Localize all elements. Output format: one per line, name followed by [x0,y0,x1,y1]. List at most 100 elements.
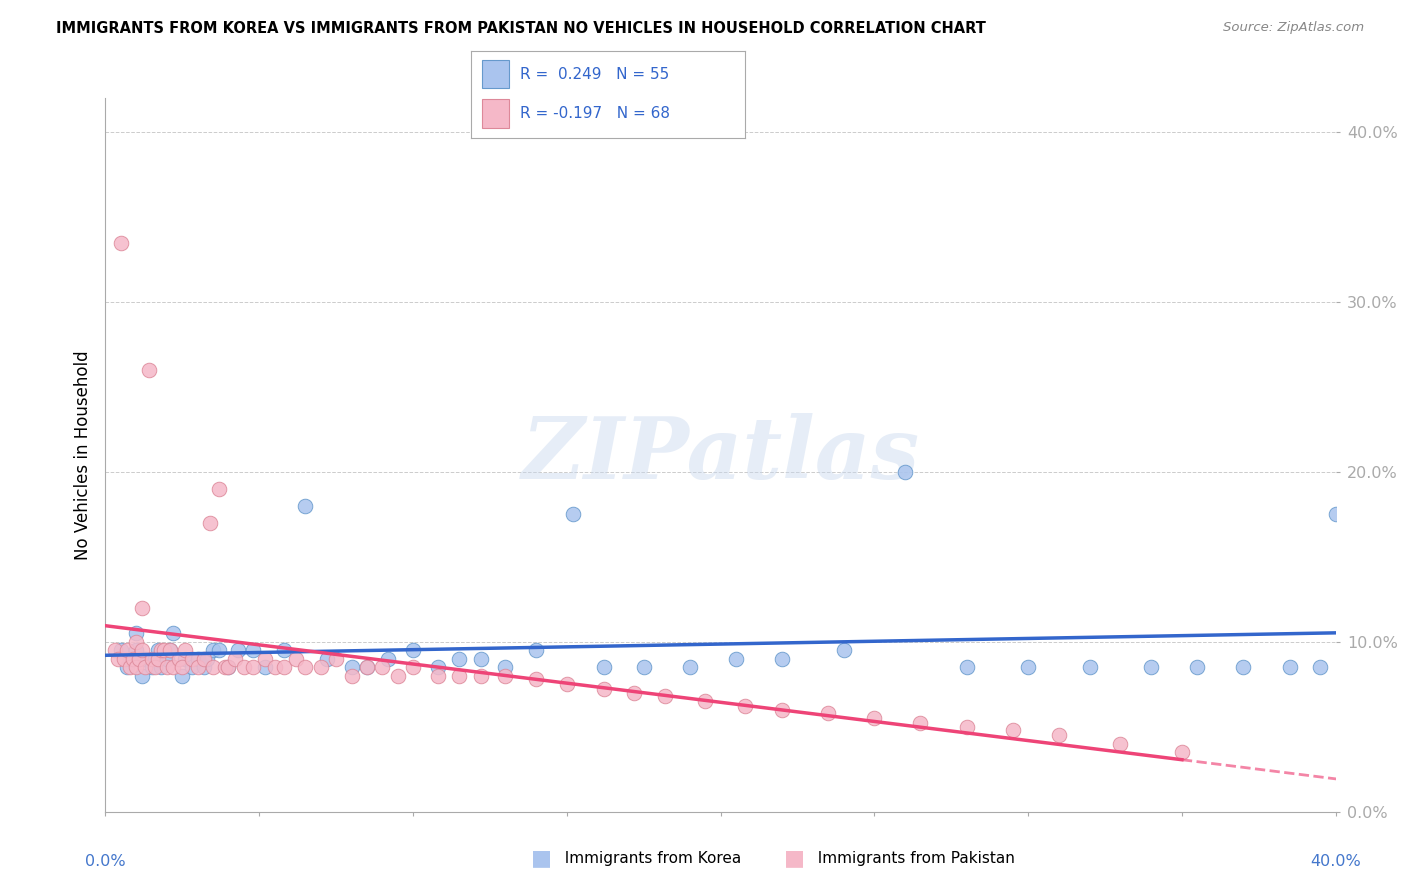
Point [623,686,645,700]
Point [180,652,202,666]
Point [592,682,614,697]
Text: Source: ZipAtlas.com: Source: ZipAtlas.com [1223,21,1364,34]
Point [162,660,184,674]
Point [159,643,181,657]
Point [1017,660,1039,674]
Point [107,652,129,666]
Point [143,660,166,674]
Point [770,652,793,666]
Point [159,643,181,657]
Point [138,363,160,377]
Point [193,660,215,674]
Point [120,652,141,666]
Text: ■: ■ [785,848,804,868]
Bar [482,99,509,128]
Point [232,660,254,674]
Point [149,643,172,657]
Point [309,660,332,674]
Point [143,652,166,666]
Point [226,643,249,657]
Point [494,669,516,683]
Text: 0.0%: 0.0% [86,855,125,869]
Point [770,703,793,717]
Point [153,643,176,657]
Point [1140,660,1163,674]
Point [340,669,363,683]
Point [254,660,277,674]
Point [356,660,378,674]
Point [146,652,169,666]
Point [524,672,547,686]
Point [174,643,197,657]
Text: R =  0.249   N = 55: R = 0.249 N = 55 [520,67,669,81]
Point [172,660,194,674]
Point [273,660,295,674]
Point [294,499,316,513]
Point [122,652,145,666]
Point [1109,737,1132,751]
Point [202,643,225,657]
Point [208,643,231,657]
Point [524,643,547,657]
Point [112,652,135,666]
Point [131,600,153,615]
Point [426,660,449,674]
Point [156,660,179,674]
Point [679,660,702,674]
Point [817,706,839,721]
Point [633,660,655,674]
Point [195,652,218,666]
Point [162,626,184,640]
Point [273,643,295,657]
Point [1324,508,1347,522]
Point [371,660,394,674]
Point [134,652,156,666]
Point [214,660,236,674]
Point [146,643,169,657]
Point [224,652,246,666]
Point [254,652,277,666]
Point [294,660,316,674]
Y-axis label: No Vehicles in Household: No Vehicles in Household [73,350,91,560]
Point [1232,660,1254,674]
Point [470,652,492,666]
Point [863,711,886,725]
Point [263,660,285,674]
Point [193,652,215,666]
Point [695,694,717,708]
Point [402,643,425,657]
Point [218,660,240,674]
Point [218,660,240,674]
Point [494,660,516,674]
Text: 40.0%: 40.0% [1310,855,1361,869]
Point [470,669,492,683]
Point [956,720,979,734]
Point [449,652,471,666]
Point [356,660,378,674]
Point [724,652,747,666]
Point [832,643,855,657]
Point [131,643,153,657]
Point [377,652,399,666]
Point [562,508,585,522]
Point [110,235,132,250]
Point [172,669,194,683]
Point [340,660,363,674]
Point [180,660,202,674]
Point [128,652,150,666]
Point [115,660,138,674]
Point [141,660,163,674]
Point [149,660,172,674]
Text: IMMIGRANTS FROM KOREA VS IMMIGRANTS FROM PAKISTAN NO VEHICLES IN HOUSEHOLD CORRE: IMMIGRANTS FROM KOREA VS IMMIGRANTS FROM… [56,21,986,36]
Point [1001,723,1024,738]
Point [242,643,264,657]
Point [402,660,425,674]
Point [1278,660,1301,674]
Text: ■: ■ [531,848,551,868]
Point [156,652,179,666]
Point [125,626,148,640]
Point [894,465,917,479]
Text: Immigrants from Korea: Immigrants from Korea [555,851,741,865]
Point [125,660,148,674]
Point [1171,745,1194,759]
